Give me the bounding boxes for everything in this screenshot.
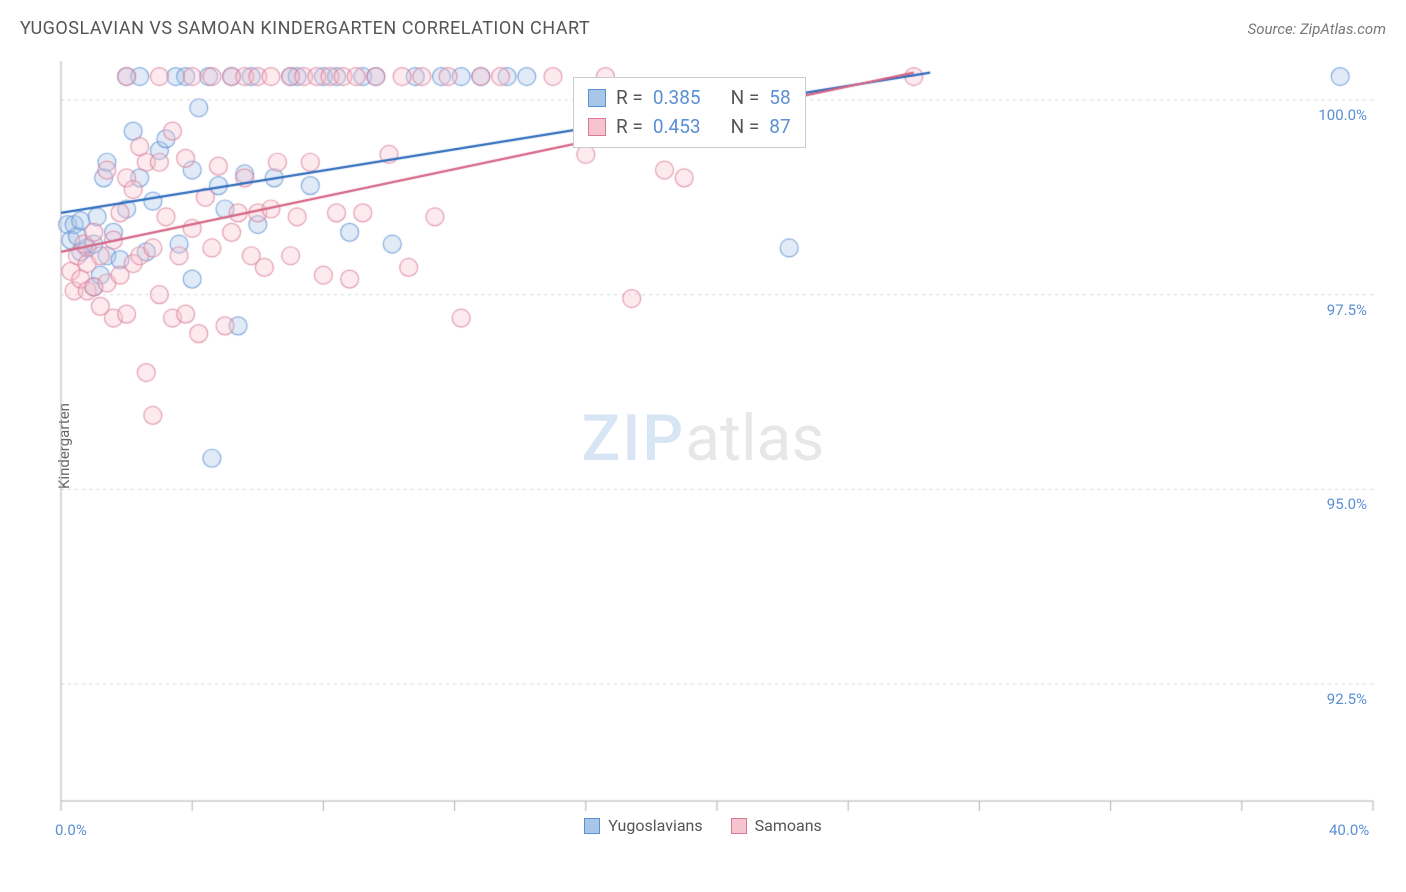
- stat-n-label: N =: [731, 84, 760, 113]
- y-tick-label: 95.0%: [1303, 495, 1367, 513]
- stat-row: R = 0.385 N = 58: [588, 84, 791, 113]
- chart-title: YUGOSLAVIAN VS SAMOAN KINDERGARTEN CORRE…: [20, 18, 590, 39]
- legend-swatch: [584, 818, 600, 834]
- legend-label: Samoans: [755, 816, 822, 835]
- stat-r-label: R =: [616, 84, 643, 113]
- legend-item: Yugoslavians: [584, 816, 702, 835]
- stat-r-label: R =: [616, 113, 643, 142]
- stat-n-value: 87: [769, 113, 790, 142]
- stat-n-label: N =: [731, 113, 760, 142]
- stat-n-value: 58: [769, 84, 790, 113]
- y-tick-label: 97.5%: [1303, 301, 1367, 319]
- stat-r-value: 0.385: [653, 84, 701, 113]
- chart-source: Source: ZipAtlas.com: [1248, 20, 1386, 38]
- stat-swatch: [588, 118, 606, 136]
- legend-label: Yugoslavians: [608, 816, 702, 835]
- stats-box: R = 0.385 N = 58 R = 0.453 N = 87: [573, 77, 806, 148]
- y-tick-label: 100.0%: [1303, 106, 1367, 124]
- x-tick-label: 40.0%: [1329, 821, 1369, 839]
- stat-r-value: 0.453: [653, 113, 701, 142]
- y-tick-label: 92.5%: [1303, 690, 1367, 708]
- chart-area: Kindergarten ZIPatlas R = 0.385N = 58R =…: [13, 51, 1393, 841]
- stat-row: R = 0.453 N = 87: [588, 113, 791, 142]
- x-tick-label: 0.0%: [55, 821, 87, 839]
- stat-swatch: [588, 89, 606, 107]
- legend-swatch: [731, 818, 747, 834]
- legend-item: Samoans: [731, 816, 822, 835]
- scatter-canvas: [13, 51, 1393, 841]
- chart-header: YUGOSLAVIAN VS SAMOAN KINDERGARTEN CORRE…: [0, 0, 1406, 51]
- series-legend: Yugoslavians Samoans: [13, 816, 1393, 835]
